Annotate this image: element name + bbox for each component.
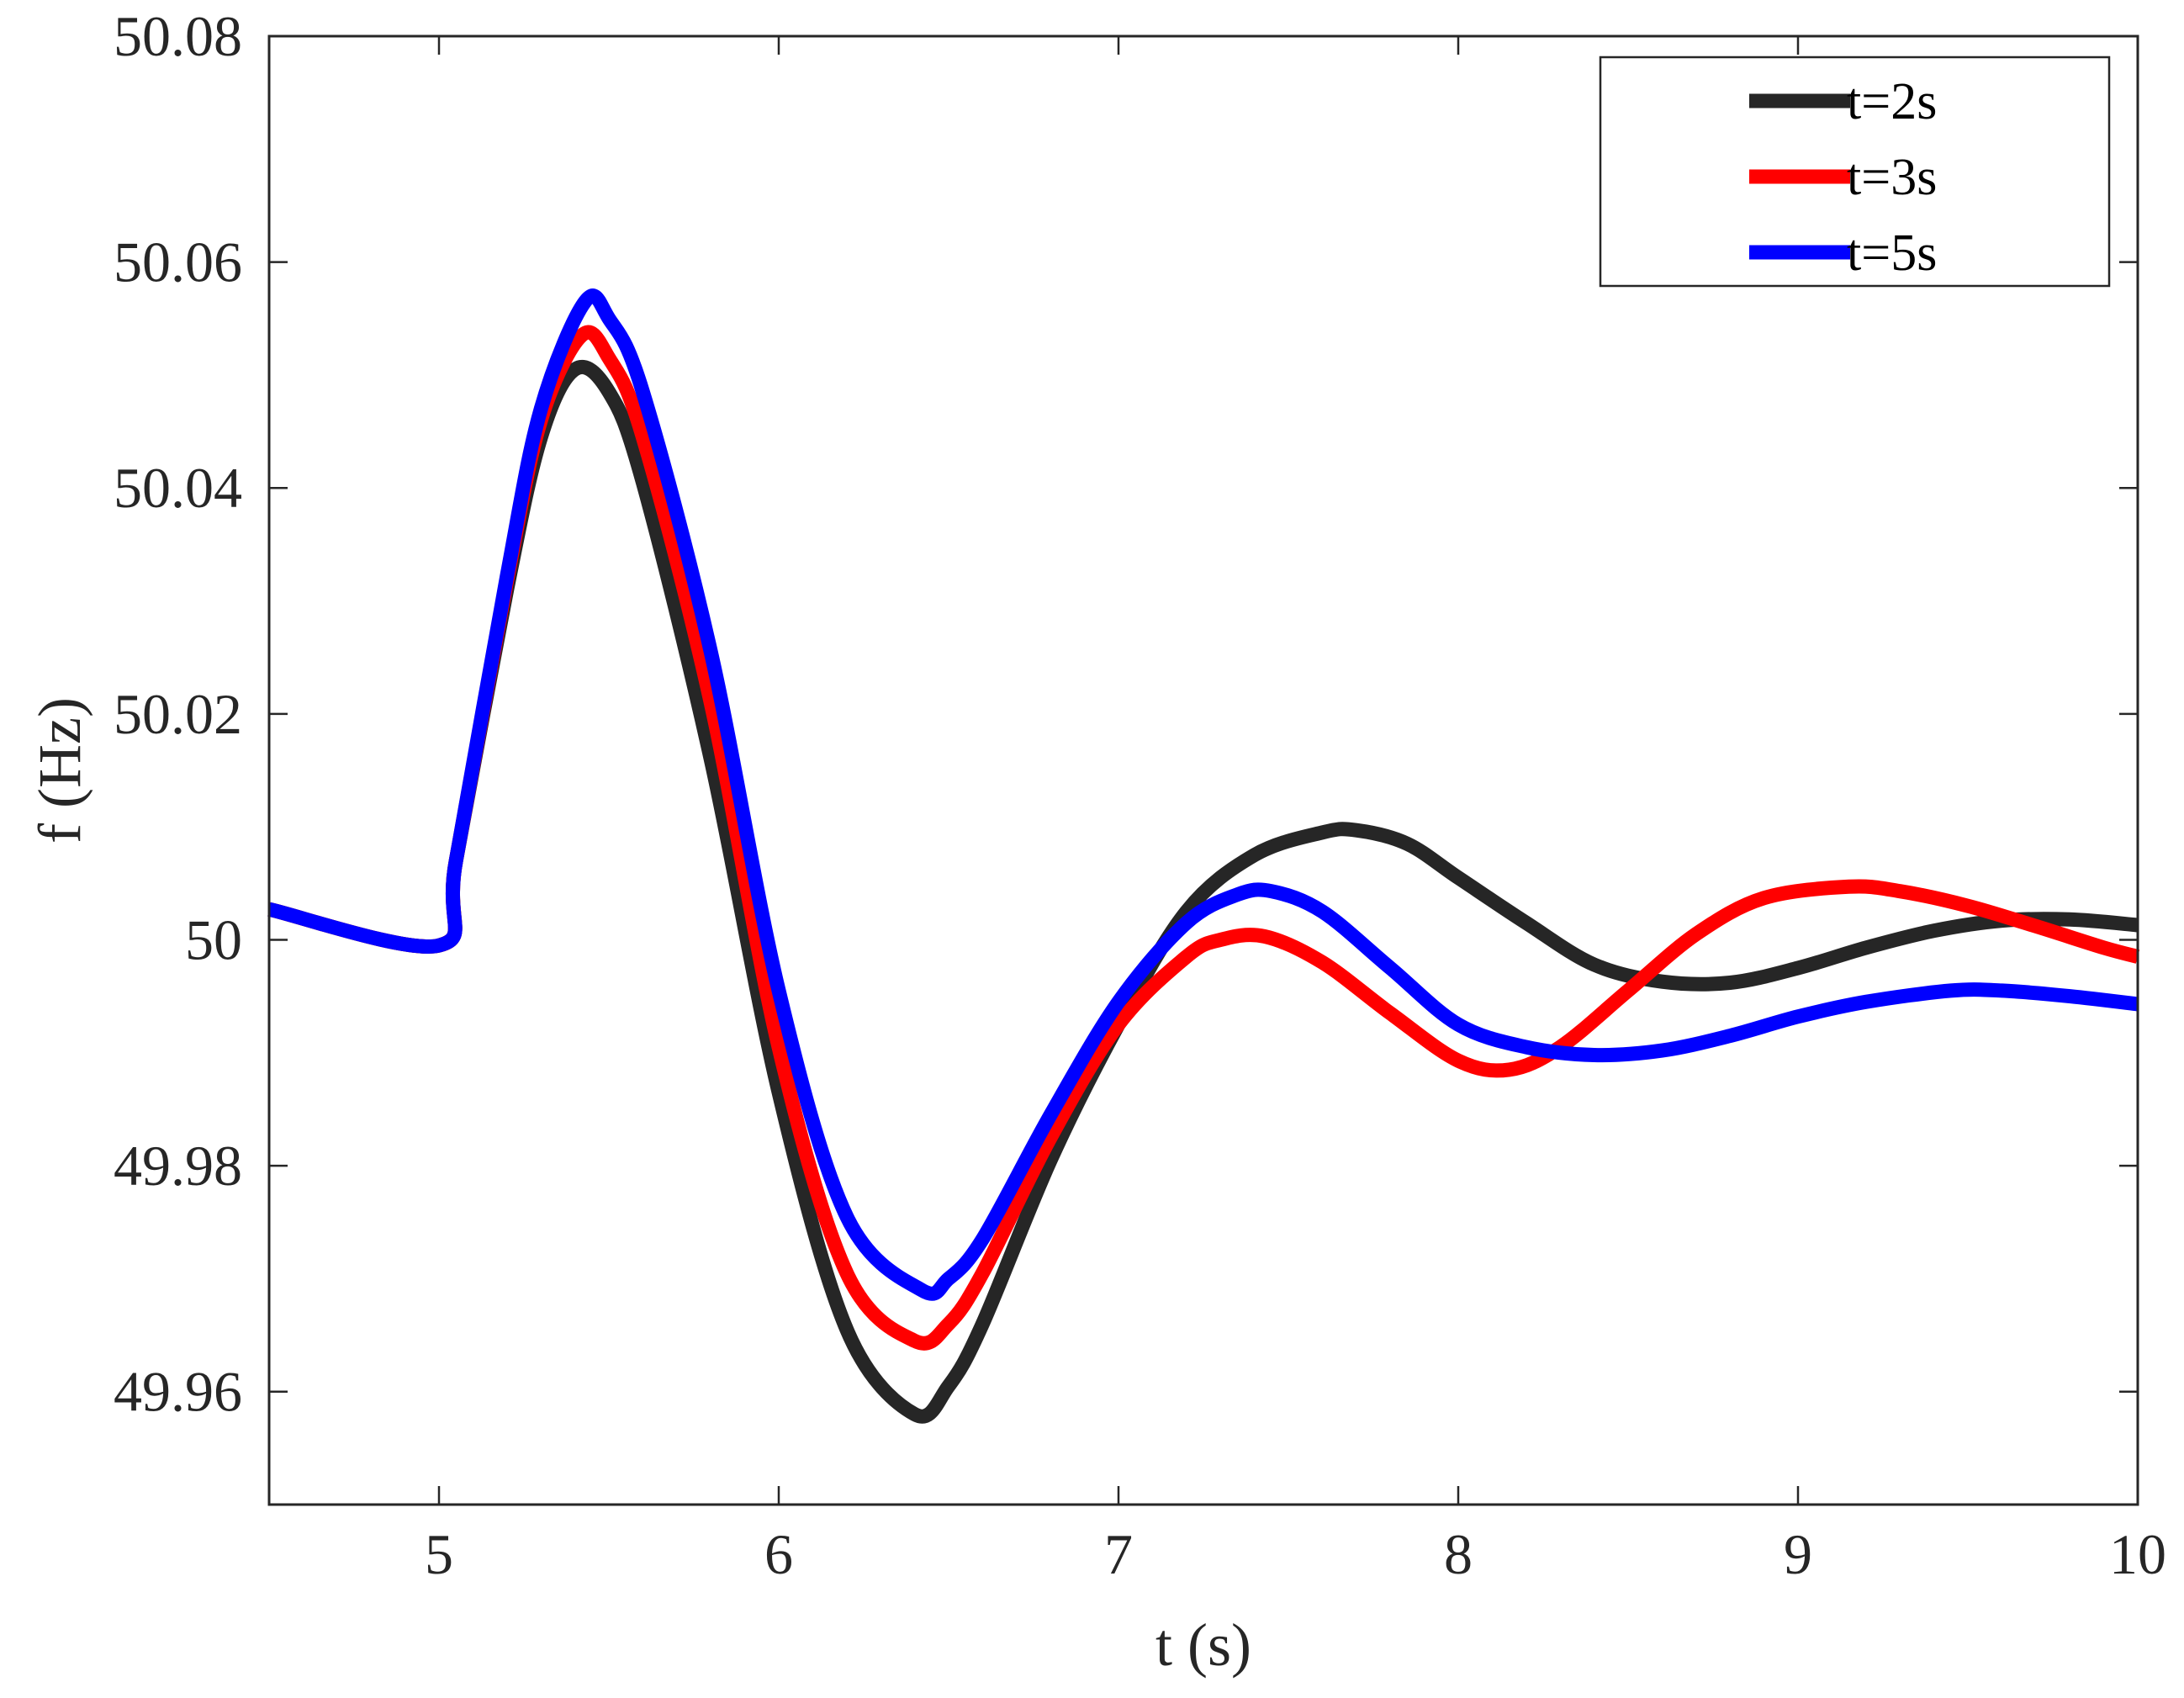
y-tick-label: 50 xyxy=(185,907,242,971)
x-tick-label: 7 xyxy=(1104,1522,1133,1586)
series-layer xyxy=(267,288,2140,1424)
legend-label-1: t=2s xyxy=(1847,73,1937,130)
x-axis-label: t (s) xyxy=(1155,1611,1251,1679)
y-tick-label: 50.06 xyxy=(114,230,242,294)
legend: t=2s t=3s t=5s xyxy=(1599,56,2111,288)
legend-label-3: t=5s xyxy=(1847,225,1937,282)
legend-label-2: t=3s xyxy=(1847,149,1937,206)
series-line-3 xyxy=(267,288,2139,1301)
y-tick-label: 49.98 xyxy=(114,1134,242,1198)
y-axis-label: f (Hz) xyxy=(26,697,93,844)
y-tick-label: 50.04 xyxy=(114,456,242,520)
x-tick-label: 9 xyxy=(1784,1522,1812,1586)
x-tick-label: 6 xyxy=(764,1522,793,1586)
legend-box xyxy=(1599,56,2111,288)
x-tick-label: 5 xyxy=(425,1522,453,1586)
x-tick-label: 10 xyxy=(2109,1522,2166,1586)
plot-frame xyxy=(267,34,2139,1506)
x-tick-label: 8 xyxy=(1444,1522,1473,1586)
y-tick-label: 50.02 xyxy=(114,682,242,746)
y-tick-label: 49.96 xyxy=(114,1360,242,1424)
ticks-layer: 5 6 7 8 9 10 49.96 49.98 50 50.02 50.04 50.06 50.08 xyxy=(114,4,2166,1586)
y-tick-label: 50.08 xyxy=(114,4,242,68)
